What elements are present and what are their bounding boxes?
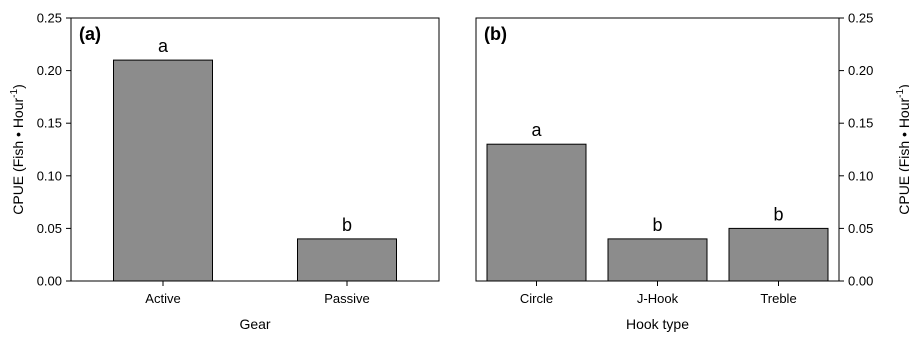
y-tick-label: 0.05 <box>37 221 62 236</box>
x-axis-title: Hook type <box>626 316 689 332</box>
significance-letter: a <box>531 120 542 140</box>
bar-active <box>113 59 213 282</box>
y-tick-label: 0.15 <box>37 116 62 131</box>
y-axis-title-superscript: -1 <box>895 88 906 97</box>
y-axis-title-superscript: -1 <box>9 88 20 97</box>
significance-letter: a <box>158 36 169 56</box>
y-tick-label: 0.10 <box>37 168 62 183</box>
x-axis-title: Gear <box>239 316 270 332</box>
panel-label: (b) <box>484 24 507 44</box>
x-tick-label: Treble <box>760 291 796 306</box>
x-tick-label: Circle <box>520 291 553 306</box>
bar-passive <box>297 238 397 282</box>
bar-j-hook <box>607 238 708 282</box>
y-tick-label: 0.00 <box>37 274 62 289</box>
y-tick-label: 0.15 <box>848 116 873 131</box>
y-axis-title: CPUE (Fish • Hour-1) <box>9 84 26 215</box>
plot-frame <box>70 17 440 282</box>
y-tick-label: 0.25 <box>848 11 873 26</box>
chart-panel-b: a Circle b J-Hook b Treble 0.00 0.05 0.10 0.15 0.2… <box>475 11 909 332</box>
panel-label: (a) <box>79 24 101 44</box>
y-axis-title-main: CPUE (Fish • Hour <box>896 97 909 214</box>
significance-letter: b <box>342 215 352 235</box>
y-axis-title-close: ) <box>10 84 26 89</box>
bar-circle <box>486 143 587 282</box>
y-tick-label: 0.20 <box>37 63 62 78</box>
x-tick-label: Active <box>145 291 180 306</box>
y-axis-title: CPUE (Fish • Hour-1) <box>895 84 909 215</box>
x-tick-label: Passive <box>324 291 370 306</box>
y-tick-label: 0.20 <box>848 63 873 78</box>
significance-letter: b <box>652 215 662 235</box>
plot-frame <box>475 17 840 282</box>
y-tick-label: 0.05 <box>848 221 873 236</box>
bar-treble <box>728 227 829 282</box>
y-axis-title-main: CPUE (Fish • Hour <box>10 97 26 214</box>
y-tick-label: 0.00 <box>848 274 873 289</box>
chart-panel-a: a Active b Passive 0.00 0.05 0.10 0.15 0.20 0.25 (… <box>9 11 440 332</box>
significance-letter: b <box>773 204 783 224</box>
x-tick-label: J-Hook <box>637 291 679 306</box>
y-tick-label: 0.10 <box>848 168 873 183</box>
y-tick-label: 0.25 <box>37 11 62 26</box>
y-axis-title-close: ) <box>896 84 909 89</box>
